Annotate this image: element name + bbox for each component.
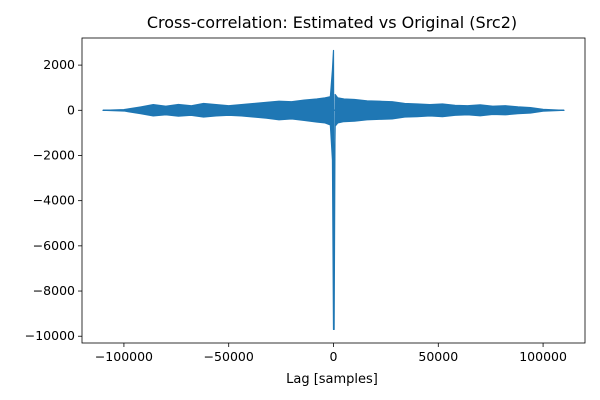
y-tick-label: −2000 — [33, 147, 75, 162]
x-tick-label: 50000 — [418, 349, 458, 364]
y-tick-label: −4000 — [33, 193, 75, 208]
x-axis: −100000 −50000 0 50000 100000 — [95, 343, 567, 364]
x-axis-label: Lag [samples] — [286, 372, 378, 387]
y-axis: −10000 −8000 −6000 −4000 −2000 0 2000 — [25, 57, 82, 343]
plot-area — [102, 49, 565, 331]
y-tick-label: 0 — [67, 102, 75, 117]
y-tick-label: 2000 — [43, 57, 75, 72]
correlation-series-line — [102, 49, 565, 331]
x-tick-label: −50000 — [204, 349, 254, 364]
x-tick-label: 100000 — [519, 349, 567, 364]
y-tick-label: −6000 — [33, 238, 75, 253]
chart-title: Cross-correlation: Estimated vs Original… — [147, 13, 517, 32]
x-tick-label: −100000 — [95, 349, 153, 364]
y-tick-label: −8000 — [33, 283, 75, 298]
x-tick-label: 0 — [330, 349, 338, 364]
y-tick-label: −10000 — [25, 328, 75, 343]
